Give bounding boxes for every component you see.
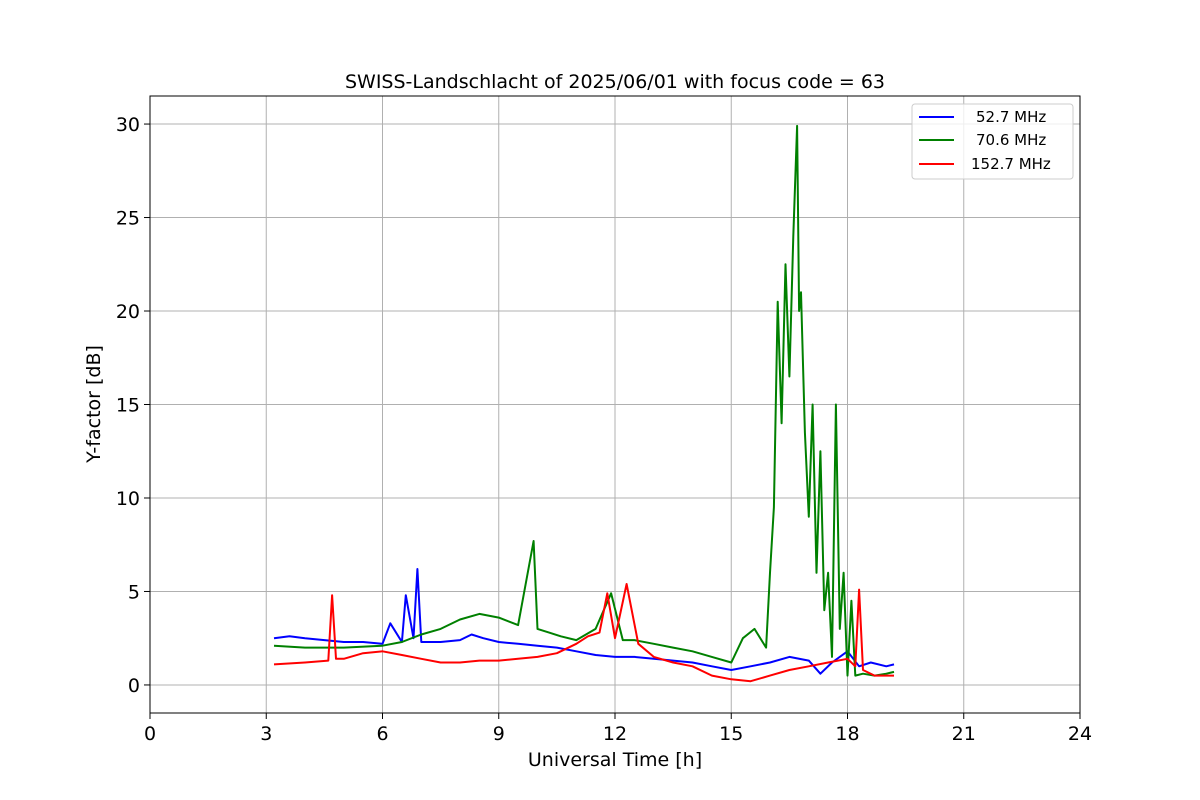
x-tick-label: 3 bbox=[260, 723, 272, 745]
x-tick-label: 24 bbox=[1068, 723, 1092, 745]
x-axis-label: Universal Time [h] bbox=[528, 749, 702, 771]
series-line-70-6-mhz bbox=[273, 124, 895, 677]
x-axis-ticks: 0 3 6 9 12 15 18 21 24 bbox=[144, 713, 1092, 745]
y-tick-label: 15 bbox=[116, 395, 140, 417]
legend-label-152-7: 152.7 MHz bbox=[971, 155, 1051, 173]
legend-label-52-7: 52.7 MHz bbox=[976, 108, 1046, 126]
plot-series bbox=[273, 124, 895, 683]
legend-box bbox=[911, 103, 1074, 180]
x-tick-label: 21 bbox=[952, 723, 976, 745]
y-axis-label: Y-factor [dB] bbox=[83, 345, 105, 464]
legend-label-70-6: 70.6 MHz bbox=[976, 131, 1046, 149]
x-tick-label: 12 bbox=[603, 723, 627, 745]
x-tick-label: 15 bbox=[719, 723, 743, 745]
legend: 52.7 MHz 70.6 MHz 152.7 MHz bbox=[911, 103, 1074, 180]
y-tick-label: 10 bbox=[116, 488, 140, 510]
series-line-152-7-mhz bbox=[273, 583, 894, 683]
y-tick-label: 30 bbox=[116, 114, 140, 136]
y-tick-label: 5 bbox=[128, 581, 140, 603]
x-tick-label: 9 bbox=[493, 723, 505, 745]
x-tick-label: 0 bbox=[144, 723, 156, 745]
y-tick-label: 0 bbox=[128, 675, 140, 697]
y-axis-ticks: 0 5 10 15 20 25 30 bbox=[116, 114, 150, 697]
x-tick-label: 18 bbox=[835, 723, 859, 745]
y-tick-label: 25 bbox=[116, 208, 140, 230]
chart-title: SWISS-Landschlacht of 2025/06/01 with fo… bbox=[345, 71, 885, 93]
x-tick-label: 6 bbox=[376, 723, 388, 745]
y-tick-label: 20 bbox=[116, 301, 140, 323]
